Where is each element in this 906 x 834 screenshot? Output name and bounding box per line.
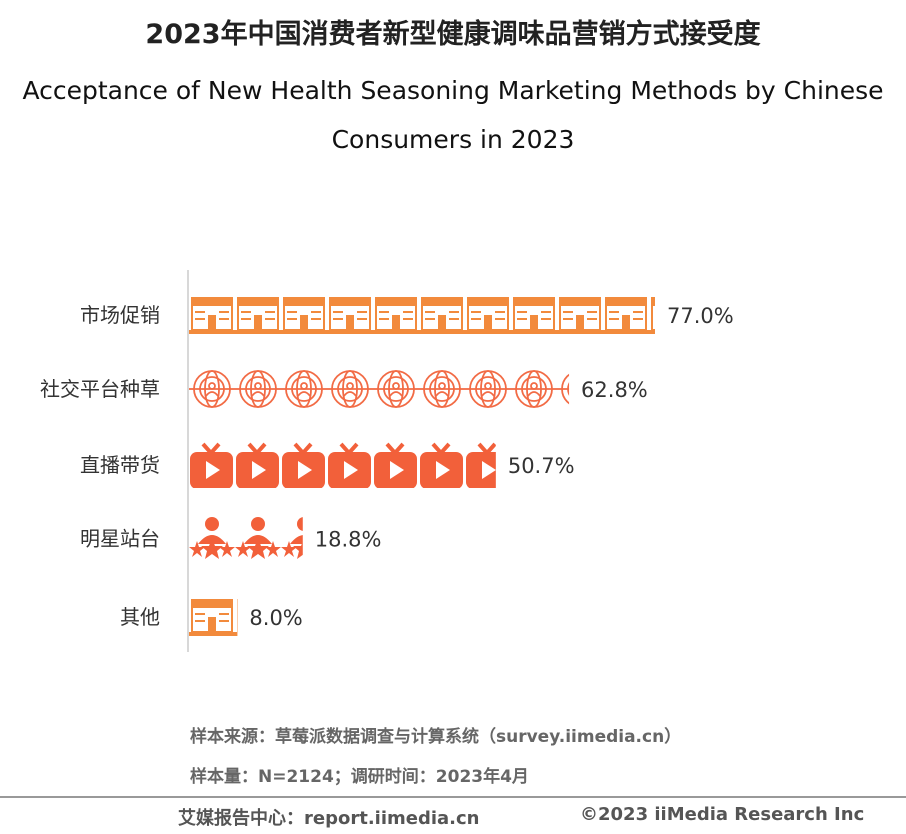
footer: 艾媒报告中心：report.iimedia.cn ©2023 iiMedia R…: [0, 796, 906, 834]
category-label: 直播带货: [80, 453, 160, 477]
bar-2: [189, 442, 496, 488]
category-label: 明星站台: [80, 527, 160, 551]
value-label: 18.8%: [315, 528, 382, 552]
bar-3: [189, 516, 303, 561]
footer-left[interactable]: 艾媒报告中心：report.iimedia.cn: [178, 808, 480, 829]
value-label: 77.0%: [667, 304, 734, 328]
chart-subtitle: Acceptance of New Health Seasoning Marke…: [22, 76, 884, 154]
category-label: 市场促销: [80, 303, 160, 327]
bar-1: [189, 369, 570, 409]
bar-0: [189, 295, 655, 335]
pictogram-chart: 市场促销 77.0% 社交平台种草 62.8% 直播带货 50.7% 明星站台 18.8% 其他…: [40, 270, 734, 652]
bar-4: [189, 597, 238, 637]
sample-note: 样本量：N=2124；调研时间：2023年4月: [190, 767, 529, 787]
value-label: 50.7%: [508, 454, 575, 478]
value-label: 8.0%: [249, 606, 302, 630]
value-label: 62.8%: [581, 378, 648, 402]
source-note: 样本来源：草莓派数据调查与计算系统（survey.iimedia.cn）: [190, 727, 682, 747]
category-label: 其他: [120, 605, 160, 629]
footer-right: ©2023 iiMedia Research Inc: [580, 804, 865, 825]
chart-title: 2023年中国消费者新型健康调味品营销方式接受度: [145, 19, 761, 50]
category-label: 社交平台种草: [40, 377, 160, 401]
